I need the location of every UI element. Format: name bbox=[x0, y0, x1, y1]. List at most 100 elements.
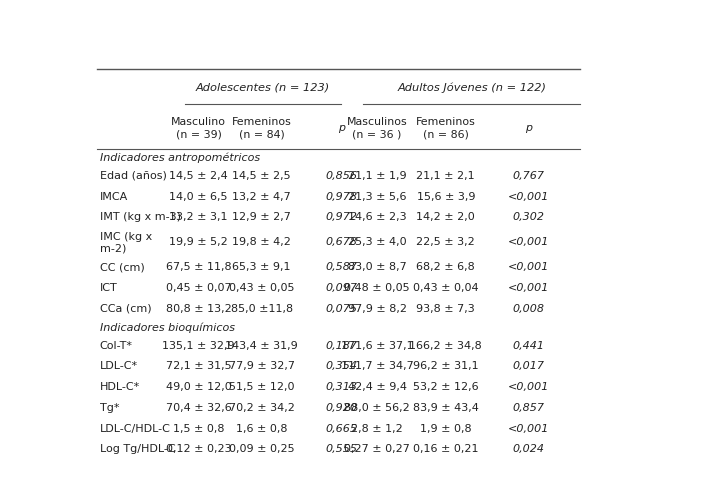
Text: 171,6 ± 37,1: 171,6 ± 37,1 bbox=[341, 341, 413, 351]
Text: 70,2 ± 34,2: 70,2 ± 34,2 bbox=[229, 403, 295, 413]
Text: Adolescentes (n = 123): Adolescentes (n = 123) bbox=[196, 83, 330, 93]
Text: IMCA: IMCA bbox=[99, 192, 128, 202]
Text: 21,3 ± 5,6: 21,3 ± 5,6 bbox=[348, 192, 406, 202]
Text: 0,017: 0,017 bbox=[512, 361, 545, 371]
Text: 70,4 ± 32,6: 70,4 ± 32,6 bbox=[166, 403, 231, 413]
Text: IMT (kg x m-3): IMT (kg x m-3) bbox=[99, 213, 181, 223]
Text: LDL-C*: LDL-C* bbox=[99, 361, 138, 371]
Text: 53,2 ± 12,6: 53,2 ± 12,6 bbox=[413, 382, 479, 392]
Text: 15,6 ± 3,9: 15,6 ± 3,9 bbox=[416, 192, 475, 202]
Text: 0,097: 0,097 bbox=[325, 283, 357, 293]
Text: 19,9 ± 5,2: 19,9 ± 5,2 bbox=[169, 238, 228, 248]
Text: 0,920: 0,920 bbox=[325, 403, 357, 413]
Text: 21,1 ± 1,9: 21,1 ± 1,9 bbox=[348, 171, 406, 181]
Text: Indicadores bioquímicos: Indicadores bioquímicos bbox=[99, 322, 235, 332]
Text: 51,5 ± 12,0: 51,5 ± 12,0 bbox=[229, 382, 294, 392]
Text: 0,857: 0,857 bbox=[512, 403, 545, 413]
Text: 21,1 ± 2,1: 21,1 ± 2,1 bbox=[416, 171, 475, 181]
Text: 0,008: 0,008 bbox=[512, 304, 545, 314]
Text: Masculinos
(n = 36 ): Masculinos (n = 36 ) bbox=[347, 117, 408, 140]
Text: 72,1 ± 31,5: 72,1 ± 31,5 bbox=[166, 361, 231, 371]
Text: Femeninos
(n = 84): Femeninos (n = 84) bbox=[232, 117, 291, 140]
Text: ICT: ICT bbox=[99, 283, 118, 293]
Text: 85,0 ±11,8: 85,0 ±11,8 bbox=[230, 304, 293, 314]
Text: Masculino
(n = 39): Masculino (n = 39) bbox=[171, 117, 226, 140]
Text: 14,5 ± 2,5: 14,5 ± 2,5 bbox=[233, 171, 291, 181]
Text: 2,8 ± 1,2: 2,8 ± 1,2 bbox=[351, 424, 403, 434]
Text: 0,43 ± 0,05: 0,43 ± 0,05 bbox=[229, 283, 294, 293]
Text: 0,313: 0,313 bbox=[325, 382, 357, 392]
Text: IMC (kg x
m-2): IMC (kg x m-2) bbox=[99, 232, 152, 253]
Text: Adultos Jóvenes (n = 122): Adultos Jóvenes (n = 122) bbox=[397, 83, 547, 93]
Text: Log Tg/HDL-C: Log Tg/HDL-C bbox=[99, 445, 175, 455]
Text: 0,27 ± 0,27: 0,27 ± 0,27 bbox=[344, 445, 410, 455]
Text: 83,0 ± 8,7: 83,0 ± 8,7 bbox=[347, 262, 406, 272]
Text: 93,8 ± 7,3: 93,8 ± 7,3 bbox=[416, 304, 475, 314]
Text: LDL-C/HDL-C: LDL-C/HDL-C bbox=[99, 424, 170, 434]
Text: 135,1 ± 32,9: 135,1 ± 32,9 bbox=[162, 341, 235, 351]
Text: <0,001: <0,001 bbox=[508, 283, 549, 293]
Text: <0,001: <0,001 bbox=[508, 382, 549, 392]
Text: Femeninos
(n = 86): Femeninos (n = 86) bbox=[416, 117, 476, 140]
Text: 0,024: 0,024 bbox=[512, 445, 545, 455]
Text: 96,2 ± 31,1: 96,2 ± 31,1 bbox=[413, 361, 479, 371]
Text: 1,6 ± 0,8: 1,6 ± 0,8 bbox=[236, 424, 287, 434]
Text: 0,767: 0,767 bbox=[512, 171, 545, 181]
Text: 0,678: 0,678 bbox=[325, 238, 357, 248]
Text: 25,3 ± 4,0: 25,3 ± 4,0 bbox=[348, 238, 406, 248]
Text: Tg*: Tg* bbox=[99, 403, 119, 413]
Text: 0,187: 0,187 bbox=[325, 341, 357, 351]
Text: 0,978: 0,978 bbox=[325, 192, 357, 202]
Text: <0,001: <0,001 bbox=[508, 238, 549, 248]
Text: 14,2 ± 2,0: 14,2 ± 2,0 bbox=[416, 213, 475, 223]
Text: 0,856: 0,856 bbox=[325, 171, 357, 181]
Text: 0,665: 0,665 bbox=[325, 424, 357, 434]
Text: <0,001: <0,001 bbox=[508, 192, 549, 202]
Text: Indicadores antropométricos: Indicadores antropométricos bbox=[99, 152, 259, 163]
Text: 68,2 ± 6,8: 68,2 ± 6,8 bbox=[416, 262, 475, 272]
Text: 0,302: 0,302 bbox=[512, 213, 545, 223]
Text: 65,3 ± 9,1: 65,3 ± 9,1 bbox=[233, 262, 291, 272]
Text: p: p bbox=[525, 123, 532, 133]
Text: 83,9 ± 43,4: 83,9 ± 43,4 bbox=[413, 403, 479, 413]
Text: 97,9 ± 8,2: 97,9 ± 8,2 bbox=[347, 304, 406, 314]
Text: 12,9 ± 2,7: 12,9 ± 2,7 bbox=[233, 213, 291, 223]
Text: 14,0 ± 6,5: 14,0 ± 6,5 bbox=[169, 192, 228, 202]
Text: 0,441: 0,441 bbox=[512, 341, 545, 351]
Text: 1,5 ± 0,8: 1,5 ± 0,8 bbox=[173, 424, 224, 434]
Text: HDL-C*: HDL-C* bbox=[99, 382, 140, 392]
Text: 0,354: 0,354 bbox=[325, 361, 357, 371]
Text: 22,5 ± 3,2: 22,5 ± 3,2 bbox=[416, 238, 475, 248]
Text: 88,0 ± 56,2: 88,0 ± 56,2 bbox=[345, 403, 410, 413]
Text: Edad (años): Edad (años) bbox=[99, 171, 167, 181]
Text: 14,6 ± 2,3: 14,6 ± 2,3 bbox=[348, 213, 406, 223]
Text: 0,45 ± 0,07: 0,45 ± 0,07 bbox=[166, 283, 231, 293]
Text: 0,555: 0,555 bbox=[325, 445, 357, 455]
Text: 166,2 ± 34,8: 166,2 ± 34,8 bbox=[409, 341, 482, 351]
Text: 0,16 ± 0,21: 0,16 ± 0,21 bbox=[413, 445, 479, 455]
Text: CC (cm): CC (cm) bbox=[99, 262, 145, 272]
Text: 49,0 ± 12,0: 49,0 ± 12,0 bbox=[166, 382, 231, 392]
Text: 0,075: 0,075 bbox=[325, 304, 357, 314]
Text: 0,12 ± 0,23: 0,12 ± 0,23 bbox=[166, 445, 231, 455]
Text: CCa (cm): CCa (cm) bbox=[99, 304, 151, 314]
Text: 19,8 ± 4,2: 19,8 ± 4,2 bbox=[233, 238, 291, 248]
Text: p: p bbox=[338, 123, 345, 133]
Text: Col-T*: Col-T* bbox=[99, 341, 133, 351]
Text: 80,8 ± 13,2: 80,8 ± 13,2 bbox=[166, 304, 231, 314]
Text: 77,9 ± 32,7: 77,9 ± 32,7 bbox=[229, 361, 295, 371]
Text: 13,2 ± 4,7: 13,2 ± 4,7 bbox=[233, 192, 291, 202]
Text: <0,001: <0,001 bbox=[508, 424, 549, 434]
Text: 0,587: 0,587 bbox=[325, 262, 357, 272]
Text: 42,4 ± 9,4: 42,4 ± 9,4 bbox=[347, 382, 406, 392]
Text: 0,48 ± 0,05: 0,48 ± 0,05 bbox=[345, 283, 410, 293]
Text: 67,5 ± 11,8: 67,5 ± 11,8 bbox=[166, 262, 231, 272]
Text: 111,7 ± 34,7: 111,7 ± 34,7 bbox=[341, 361, 413, 371]
Text: 1,9 ± 0,8: 1,9 ± 0,8 bbox=[420, 424, 471, 434]
Text: 13,2 ± 3,1: 13,2 ± 3,1 bbox=[169, 213, 228, 223]
Text: 0,43 ± 0,04: 0,43 ± 0,04 bbox=[413, 283, 479, 293]
Text: 14,5 ± 2,4: 14,5 ± 2,4 bbox=[169, 171, 228, 181]
Text: 143,4 ± 31,9: 143,4 ± 31,9 bbox=[225, 341, 298, 351]
Text: <0,001: <0,001 bbox=[508, 262, 549, 272]
Text: 0,972: 0,972 bbox=[325, 213, 357, 223]
